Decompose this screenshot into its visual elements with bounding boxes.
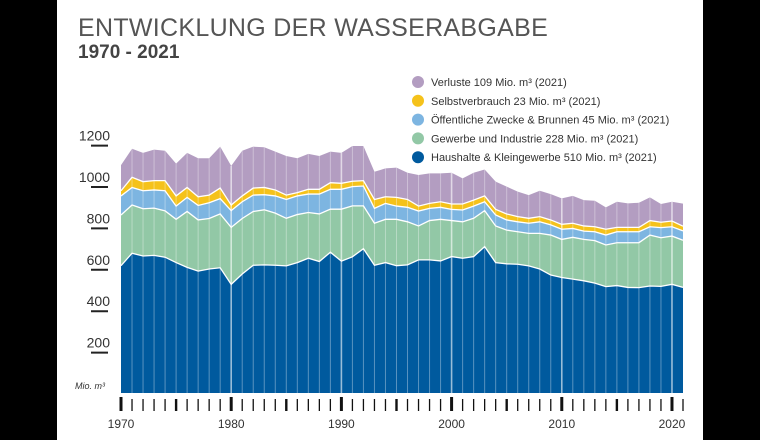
y-tick-label: 800 <box>87 210 111 226</box>
chart-subtitle: 1970 - 2021 <box>78 42 180 63</box>
area-series-0 <box>121 246 683 393</box>
legend-label-2: Öffentliche Zwecke & Brunnen 45 Mio. m³ … <box>431 115 669 127</box>
chart-title: ENTWICKLUNG DER WASSERABGABE <box>78 14 549 42</box>
legend-label-4: Verluste 109 Mio. m³ (2021) <box>431 77 567 89</box>
y-tick-label: 1200 <box>79 128 110 144</box>
legend-swatch-2 <box>412 113 424 126</box>
legend-label-1: Gewerbe und Industrie 228 Mio. m³ (2021) <box>431 133 638 145</box>
x-tick-label: 2000 <box>438 417 465 431</box>
legend-swatch-1 <box>412 132 424 145</box>
x-tick-label: 1970 <box>108 417 135 431</box>
y-axis-unit: Mio. m³ <box>75 381 106 391</box>
legend-label-3: Selbstverbrauch 23 Mio. m³ (2021) <box>431 96 600 108</box>
legend-label-0: Haushalte & Kleingewerbe 510 Mio. m³ (20… <box>431 152 657 164</box>
y-tick-label: 600 <box>87 252 111 268</box>
series-boundary-0 <box>120 245 684 289</box>
area-series-4 <box>121 146 683 230</box>
series-boundary-1 <box>120 204 684 246</box>
y-tick-label: 200 <box>87 335 111 351</box>
series-boundary-3 <box>120 176 684 230</box>
area-series-1 <box>121 205 683 288</box>
y-tick-label: 400 <box>87 293 111 309</box>
area-series-2 <box>121 186 683 245</box>
x-tick-label: 2010 <box>548 417 575 431</box>
x-tick-label: 2020 <box>659 417 686 431</box>
x-tick-label: 1990 <box>328 417 355 431</box>
series-boundary-2 <box>120 185 684 236</box>
legend-swatch-4 <box>412 76 424 88</box>
y-tick-label: 1000 <box>79 169 110 185</box>
legend-swatch-3 <box>412 94 424 107</box>
x-tick-label: 1980 <box>218 417 245 431</box>
legend-swatch-0 <box>412 151 424 164</box>
